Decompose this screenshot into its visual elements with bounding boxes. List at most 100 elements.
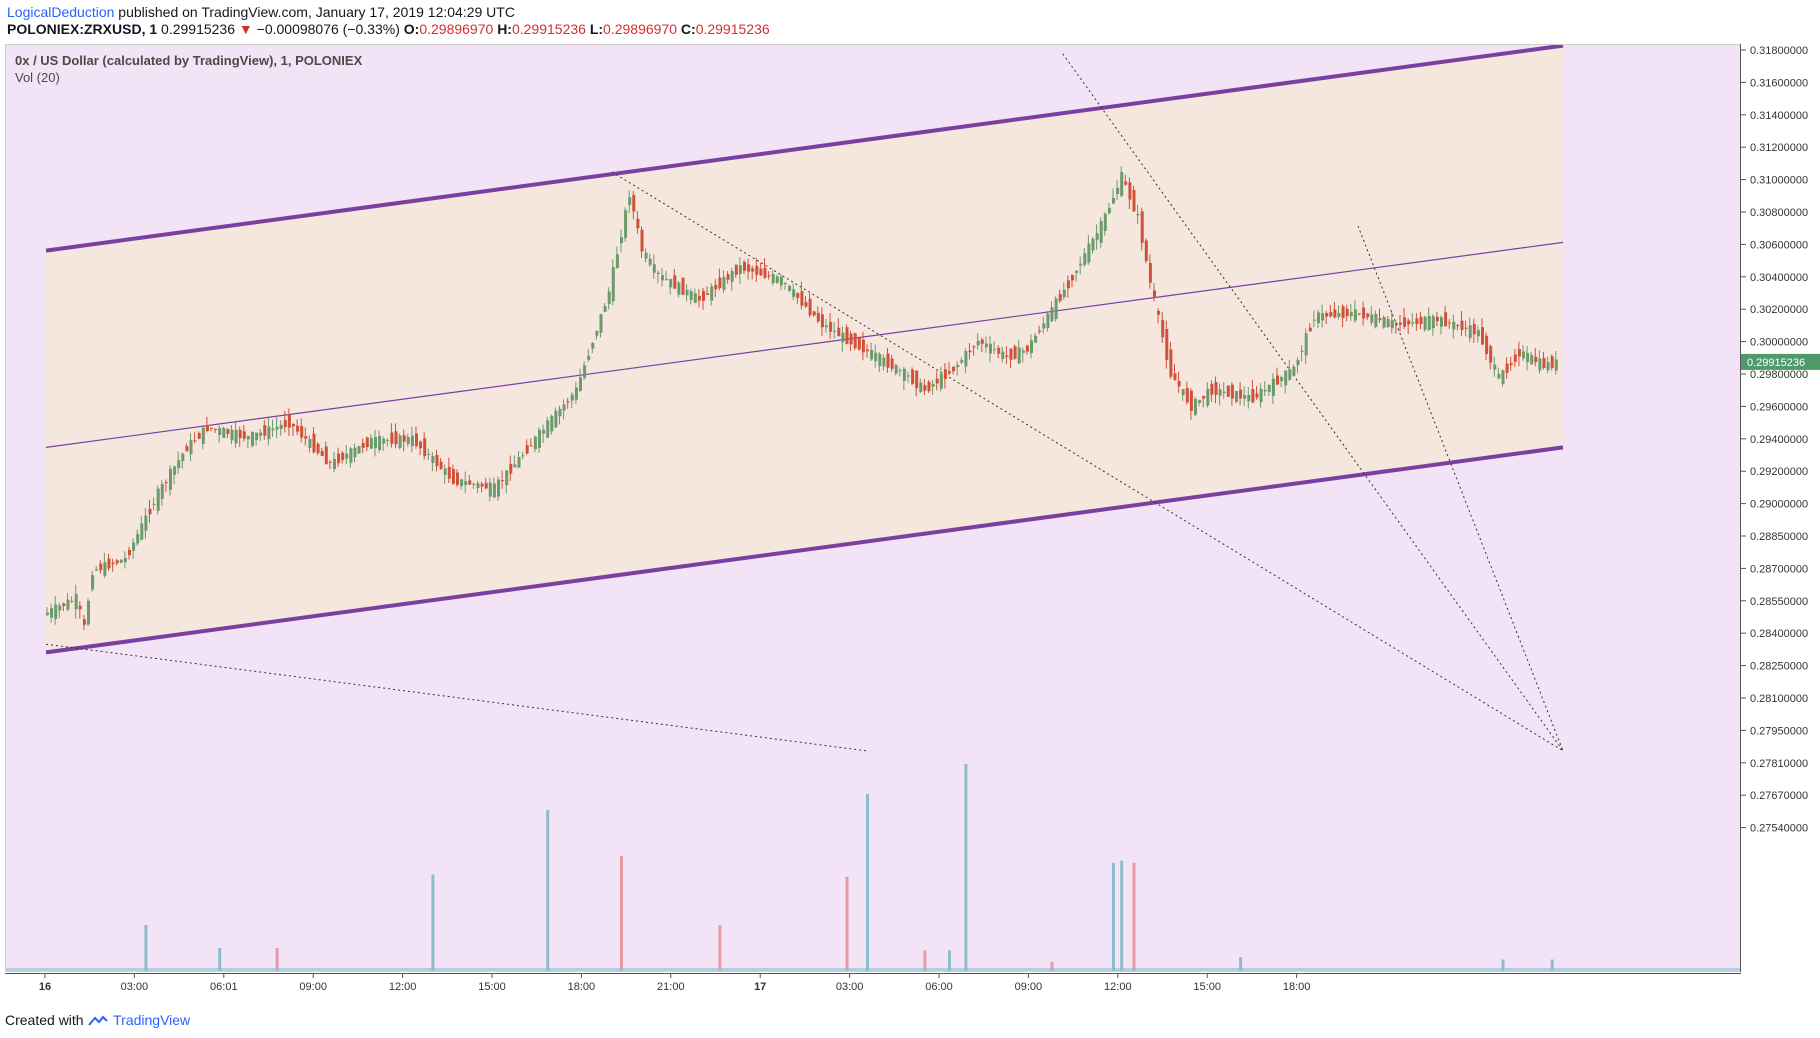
candle <box>702 290 705 301</box>
candle <box>1493 364 1497 370</box>
candle <box>870 349 874 360</box>
candle <box>517 457 521 468</box>
candle <box>816 312 820 322</box>
candle <box>82 619 86 625</box>
candle <box>148 508 152 515</box>
candle <box>169 468 172 490</box>
candle <box>964 351 968 367</box>
candle <box>1247 395 1251 402</box>
symbol-label: POLONIEX:ZRXUSD, 1 <box>7 21 158 37</box>
channel-mid-line[interactable] <box>45 241 1564 448</box>
candle <box>1157 310 1161 315</box>
time-tick-label: 15:00 <box>1193 981 1221 993</box>
candle <box>960 360 964 363</box>
candle <box>980 339 984 344</box>
candle <box>1296 359 1300 366</box>
candle <box>460 479 464 487</box>
tradingview-link[interactable]: TradingView <box>113 1012 191 1028</box>
trend-line-3[interactable] <box>1357 225 1564 751</box>
candle <box>833 330 837 332</box>
ohlc-header: POLONIEX:ZRXUSD, 1 0.29915236 ▼ −0.00098… <box>7 21 770 37</box>
candle <box>1079 263 1083 266</box>
time-tick-label: 15:00 <box>478 981 506 993</box>
candle <box>923 385 927 391</box>
candle <box>1075 270 1079 273</box>
candle <box>1460 320 1464 331</box>
candle <box>234 429 238 444</box>
chart-panel[interactable] <box>5 44 1741 972</box>
candle <box>357 446 361 454</box>
candle <box>1399 322 1402 325</box>
candle <box>1169 349 1173 377</box>
time-axis[interactable]: 16 03:00 06:01 09:00 12:00 15:00 18:00 21:00 17 0… <box>5 973 1741 998</box>
candle <box>1300 350 1304 353</box>
candle <box>271 428 275 431</box>
candle <box>451 468 455 484</box>
candle <box>246 436 250 440</box>
time-tick-label: 18:00 <box>568 981 596 993</box>
candle <box>242 431 246 439</box>
candle <box>1292 366 1296 376</box>
price-tick-label: 0.28700000 <box>1750 563 1808 575</box>
candle <box>119 559 123 563</box>
trend-line-1[interactable] <box>611 171 1564 752</box>
candle <box>607 291 611 304</box>
volume-bar <box>546 810 550 971</box>
candle <box>550 416 554 432</box>
candle <box>1423 316 1427 330</box>
channel-lower-line[interactable] <box>45 445 1564 655</box>
candle <box>1255 393 1259 398</box>
candle <box>804 302 808 307</box>
candle <box>1448 322 1452 324</box>
author-link[interactable]: LogicalDeduction <box>7 4 115 20</box>
candle <box>1415 318 1419 324</box>
candle <box>1394 322 1398 325</box>
candle <box>427 453 431 455</box>
candle <box>263 425 267 436</box>
price-tick-label: 0.27810000 <box>1750 758 1808 770</box>
candle <box>1054 298 1058 319</box>
candle <box>91 575 95 590</box>
candle <box>1550 356 1554 368</box>
candle <box>939 373 943 389</box>
candle <box>615 254 619 268</box>
candle <box>1501 370 1505 385</box>
candle <box>1505 363 1509 373</box>
candle <box>1001 351 1005 359</box>
down-arrow-icon: ▼ <box>238 21 253 37</box>
candle <box>792 289 796 297</box>
candle <box>1390 320 1394 329</box>
candle <box>238 429 242 438</box>
candle <box>484 482 488 489</box>
candle <box>628 197 632 205</box>
candle <box>1128 182 1132 200</box>
candle <box>882 357 886 367</box>
candle <box>251 431 254 446</box>
candle <box>1124 181 1128 185</box>
candle <box>214 428 218 430</box>
price-chart[interactable] <box>6 45 1741 972</box>
price-tick-label: 0.29800000 <box>1750 369 1808 381</box>
candle <box>1046 313 1050 328</box>
channel-upper-line[interactable] <box>45 45 1564 253</box>
price-tick-label: 0.31600000 <box>1750 77 1808 89</box>
candle <box>144 515 148 531</box>
last-price: 0.29915236 <box>161 21 235 37</box>
price-tick-label: 0.28100000 <box>1750 693 1808 705</box>
candle <box>784 282 787 284</box>
volume-bar <box>218 948 222 971</box>
candle <box>636 218 640 229</box>
candle <box>665 279 669 281</box>
candle <box>1251 389 1255 403</box>
candle <box>1103 213 1107 231</box>
candle <box>365 437 369 448</box>
volume-bar <box>718 925 722 971</box>
volume-bar <box>275 948 279 971</box>
candle <box>1411 322 1415 324</box>
candle <box>1366 313 1370 318</box>
candle <box>337 453 341 464</box>
price-axis[interactable]: 0.31800000 0.31600000 0.31400000 0.31200000… <box>1740 44 1820 972</box>
tradingview-logo-icon <box>88 1015 109 1026</box>
candle <box>673 275 677 289</box>
candle <box>87 600 90 625</box>
